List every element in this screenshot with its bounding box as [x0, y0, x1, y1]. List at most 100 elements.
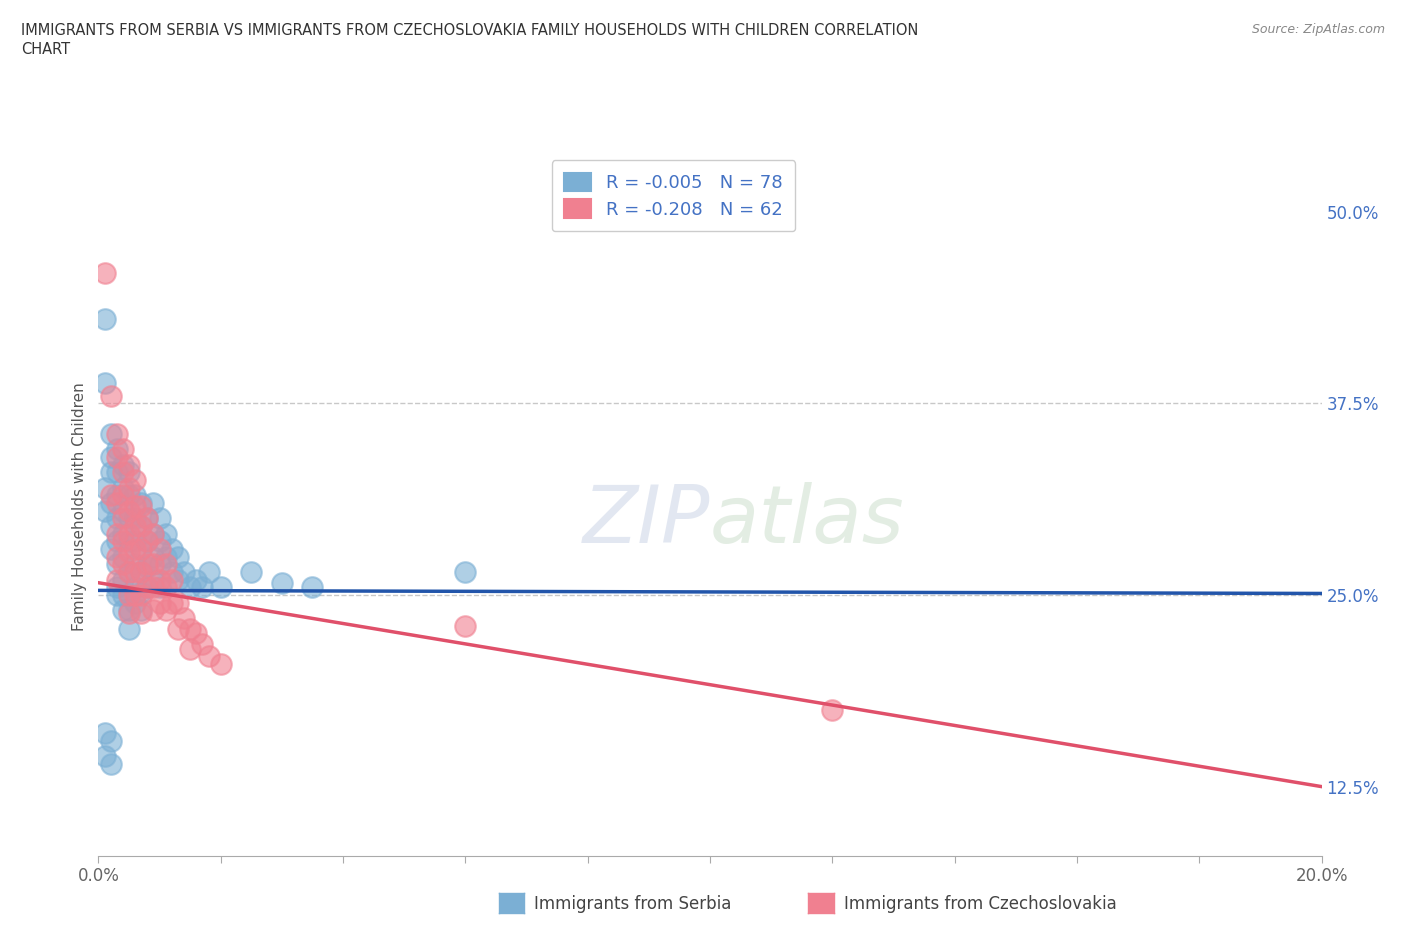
- Point: [129, 584, 152, 599]
- Point: [124, 588, 146, 603]
- Point: [100, 388, 122, 403]
- Point: [124, 541, 146, 556]
- Point: [105, 427, 128, 442]
- Point: [105, 588, 128, 603]
- Text: Immigrants from Czechoslovakia: Immigrants from Czechoslovakia: [844, 895, 1116, 913]
- Point: [105, 580, 128, 595]
- Text: Source: ZipAtlas.com: Source: ZipAtlas.com: [1251, 23, 1385, 36]
- Point: [186, 572, 208, 587]
- Point: [111, 503, 134, 518]
- Point: [118, 545, 141, 560]
- Point: [118, 606, 141, 621]
- Point: [155, 603, 177, 618]
- Point: [129, 588, 152, 603]
- Text: Immigrants from Serbia: Immigrants from Serbia: [534, 895, 731, 913]
- Point: [136, 511, 159, 525]
- Point: [111, 442, 134, 457]
- Point: [105, 526, 128, 541]
- Point: [160, 572, 183, 587]
- Point: [149, 580, 172, 595]
- Point: [118, 603, 141, 618]
- Point: [100, 465, 122, 480]
- Point: [186, 626, 208, 641]
- Point: [93, 376, 115, 391]
- Point: [105, 572, 128, 587]
- Point: [105, 557, 128, 572]
- Text: ZIP: ZIP: [582, 482, 710, 560]
- Point: [118, 465, 141, 480]
- Point: [100, 488, 122, 503]
- Point: [100, 427, 122, 442]
- Point: [124, 557, 146, 572]
- Point: [149, 511, 172, 525]
- Point: [111, 526, 134, 541]
- Point: [124, 472, 146, 487]
- Point: [93, 480, 115, 495]
- Point: [155, 580, 177, 595]
- Point: [111, 603, 134, 618]
- Point: [129, 519, 152, 534]
- Point: [179, 621, 201, 636]
- Point: [173, 611, 195, 626]
- Point: [124, 519, 146, 534]
- Point: [118, 480, 141, 495]
- Point: [124, 488, 146, 503]
- Point: [142, 580, 165, 595]
- Point: [118, 588, 141, 603]
- Point: [118, 565, 141, 579]
- Point: [105, 511, 128, 525]
- Point: [93, 503, 115, 518]
- Point: [136, 534, 159, 549]
- Point: [167, 595, 190, 610]
- Point: [179, 641, 201, 656]
- Point: [129, 606, 152, 621]
- Point: [240, 565, 263, 579]
- Point: [111, 458, 134, 472]
- Text: CHART: CHART: [21, 42, 70, 57]
- Point: [111, 572, 134, 587]
- Point: [111, 588, 134, 603]
- Point: [173, 565, 195, 579]
- Point: [100, 733, 122, 748]
- Point: [124, 565, 146, 579]
- Point: [160, 595, 183, 610]
- Point: [124, 580, 146, 595]
- Point: [160, 565, 183, 579]
- Point: [124, 511, 146, 525]
- Point: [100, 449, 122, 464]
- Point: [105, 550, 128, 565]
- Point: [136, 580, 159, 595]
- Point: [142, 603, 165, 618]
- Point: [105, 534, 128, 549]
- Point: [111, 488, 134, 503]
- Point: [136, 580, 159, 595]
- Point: [209, 580, 232, 595]
- Text: atlas: atlas: [710, 482, 905, 560]
- Point: [149, 541, 172, 556]
- Point: [129, 519, 152, 534]
- Point: [111, 465, 134, 480]
- Point: [118, 588, 141, 603]
- Point: [100, 541, 122, 556]
- Point: [93, 725, 115, 740]
- Point: [129, 565, 152, 579]
- Point: [100, 519, 122, 534]
- Point: [197, 565, 219, 579]
- Point: [149, 557, 172, 572]
- Point: [93, 312, 115, 326]
- Point: [118, 503, 141, 518]
- Point: [167, 621, 190, 636]
- Point: [105, 449, 128, 464]
- Point: [105, 488, 128, 503]
- Point: [118, 621, 141, 636]
- Point: [821, 702, 844, 717]
- Point: [111, 534, 134, 549]
- Point: [191, 580, 214, 595]
- Point: [142, 557, 165, 572]
- Point: [129, 498, 152, 513]
- Point: [105, 496, 128, 511]
- Point: [111, 480, 134, 495]
- Point: [142, 526, 165, 541]
- Point: [93, 749, 115, 764]
- Point: [136, 534, 159, 549]
